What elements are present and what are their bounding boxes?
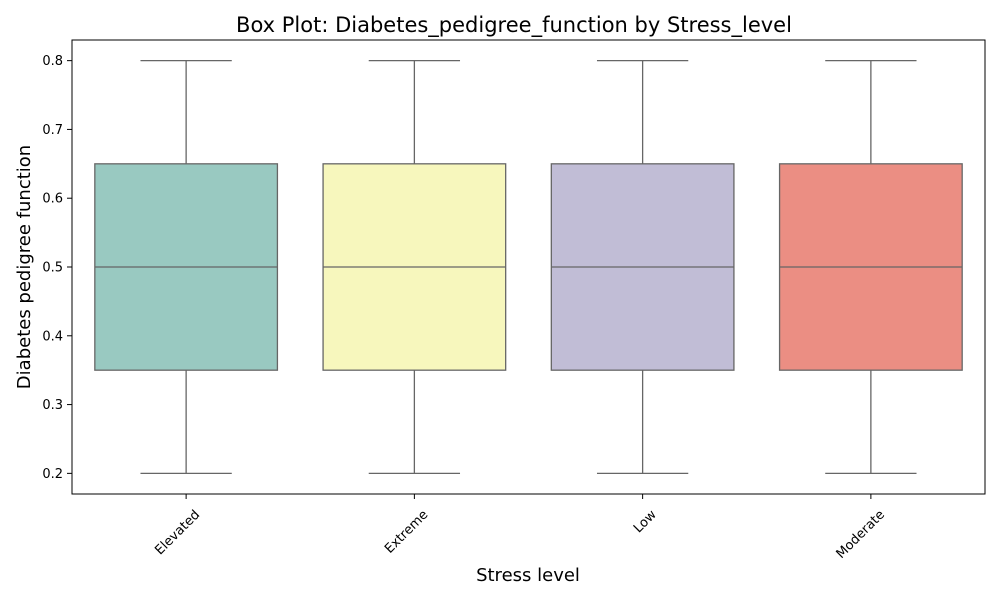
plot-area	[94, 59, 963, 475]
plot-frame	[71, 39, 986, 495]
x-tick-label: Elevated	[152, 507, 203, 558]
x-axis: Elevated Extreme Low Moderate	[152, 494, 888, 562]
y-axis: 0.2 0.3 0.4 0.5 0.6 0.7 0.8	[42, 54, 72, 482]
y-tick-label: 0.8	[42, 54, 63, 69]
y-tick-label: 0.4	[42, 329, 63, 344]
chart-title: Box Plot: Diabetes_pedigree_function by …	[236, 13, 792, 38]
y-tick-label: 0.6	[42, 192, 63, 207]
box-low	[550, 59, 735, 475]
box-elevated	[94, 59, 279, 475]
y-tick-label: 0.5	[42, 261, 63, 276]
box-moderate	[778, 59, 963, 475]
box-extreme	[322, 59, 507, 475]
y-axis-label: Diabetes pedigree function	[14, 145, 35, 389]
x-tick-label: Extreme	[382, 507, 431, 556]
y-tick-label: 0.2	[42, 467, 63, 482]
y-tick-label: 0.3	[42, 398, 63, 413]
y-tick-label: 0.7	[42, 123, 63, 138]
x-axis-label: Stress level	[476, 565, 580, 586]
x-tick-label: Low	[631, 507, 660, 536]
x-tick-label: Moderate	[834, 507, 888, 561]
